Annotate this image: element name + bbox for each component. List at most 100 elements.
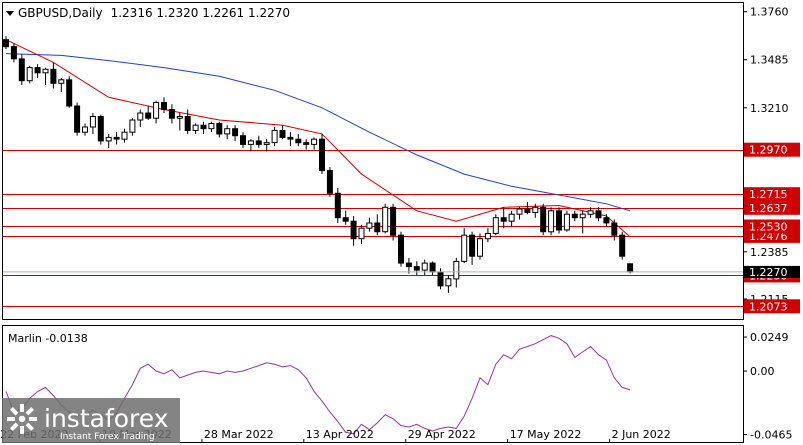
candle-body-8 (66, 79, 73, 107)
ma-fast-layer (5, 39, 631, 238)
level-box-label-6: 1.2970 (749, 144, 788, 157)
candle-body-70 (556, 210, 562, 231)
candle-body-28 (224, 128, 231, 135)
candle-body-24 (192, 124, 199, 131)
header-symbol-ohlc: GBPUSD,Daily 1.2316 1.2320 1.2261 1.2270 (18, 6, 290, 20)
osc-tick-label-0: 0.0249 (750, 331, 789, 344)
oscillator-axis: 0.0249 0.00 -0.0465 (743, 331, 792, 442)
current-price-box (744, 265, 800, 278)
candle-body-36 (287, 136, 294, 140)
candle-body-27 (216, 123, 223, 135)
candle-body-22 (176, 116, 183, 119)
level-box-3 (744, 219, 800, 234)
level-box-6 (744, 142, 800, 157)
candle-body-6 (50, 68, 57, 84)
price-tick-label-1: 1.3485 (750, 54, 789, 67)
level-box-label-4: 1.2637 (749, 202, 788, 215)
time-tick-label-3: 13 Apr 2022 (306, 428, 374, 441)
candles-layer (3, 36, 634, 293)
candle-body-2 (18, 58, 25, 82)
candle-body-77 (611, 222, 618, 236)
candle-body-73 (579, 213, 586, 219)
candle-body-44 (350, 220, 357, 240)
instaforex-logo-icon (7, 404, 37, 434)
ma-fast-line (5, 39, 631, 238)
level-price-boxes: 1.20731.22501.24761.25301.26371.27151.29… (744, 142, 800, 314)
osc-tick-label-1: 0.00 (750, 365, 775, 378)
price-tick-label-2: 1.3210 (750, 102, 789, 115)
candle-body-33 (263, 142, 270, 145)
candle-body-52 (413, 266, 420, 271)
watermark-tagline: Instant Forex Trading (60, 432, 155, 442)
candle-body-31 (247, 140, 254, 145)
candle-body-16 (129, 119, 136, 133)
candle-body-51 (405, 262, 412, 268)
ma-slow-layer (5, 53, 631, 212)
symbol-dropdown-icon[interactable] (6, 11, 14, 16)
candle-body-49 (390, 206, 397, 236)
candle-body-76 (603, 217, 610, 224)
candle-body-40 (319, 138, 325, 172)
candle-body-18 (145, 112, 152, 119)
candle-body-74 (587, 210, 594, 215)
candle-body-57 (453, 260, 460, 280)
candle-body-20 (161, 102, 167, 110)
level-box-0 (744, 299, 800, 314)
candle-body-75 (595, 210, 602, 219)
candle-body-34 (271, 129, 278, 144)
current-price-marker: 1.2270 (3, 265, 800, 279)
candle-body-7 (58, 79, 65, 84)
candle-body-58 (461, 234, 468, 262)
main-plot-frame (2, 2, 744, 320)
candle-body-1 (10, 46, 17, 60)
candle-body-15 (121, 131, 128, 140)
candle-body-26 (208, 123, 215, 130)
candle-body-5 (42, 68, 49, 74)
candle-body-79 (627, 263, 634, 273)
candle-body-42 (334, 192, 341, 219)
candle-body-32 (255, 140, 262, 145)
candle-body-62 (492, 217, 499, 234)
ma-slow-line (5, 53, 631, 212)
time-tick-label-4: 29 Apr 2022 (408, 428, 476, 441)
current-price-label: 1.2270 (749, 266, 788, 279)
candle-body-47 (374, 222, 381, 233)
candle-body-13 (105, 136, 112, 142)
candle-body-35 (279, 129, 286, 138)
candle-body-56 (445, 278, 452, 287)
candle-body-46 (366, 222, 373, 229)
level-box-label-5: 1.2715 (749, 188, 788, 201)
candle-body-69 (548, 210, 555, 233)
level-box-5 (744, 187, 800, 202)
price-tick-label-0: 1.3760 (750, 6, 789, 19)
candle-body-54 (429, 262, 436, 273)
candle-body-39 (311, 138, 318, 145)
candle-body-9 (74, 105, 81, 133)
candle-body-41 (326, 170, 333, 194)
time-tick-label-6: 2 Jun 2022 (612, 428, 671, 441)
candle-body-45 (358, 227, 365, 240)
candle-body-71 (563, 213, 570, 231)
candle-body-50 (398, 234, 404, 264)
level-box-4 (744, 200, 800, 215)
candle-body-11 (89, 116, 96, 128)
candle-body-29 (232, 128, 239, 137)
candle-body-30 (240, 135, 246, 145)
level-box-label-0: 1.2073 (749, 300, 788, 313)
candle-body-78 (619, 234, 626, 257)
watermark-brand: instaforex (44, 404, 169, 433)
candle-body-23 (184, 116, 191, 131)
candle-body-60 (477, 238, 483, 257)
level-box-label-3: 1.2530 (749, 221, 788, 234)
time-tick-label-5: 17 May 2022 (510, 428, 582, 441)
candle-body-55 (437, 271, 444, 287)
subpanel-title: Marlin -0.0138 (8, 332, 88, 345)
candle-body-59 (469, 234, 476, 257)
header-ohlc: 1.2316 1.2320 1.2261 1.2270 (111, 6, 290, 20)
candle-body-63 (500, 217, 507, 222)
candle-body-72 (571, 213, 578, 219)
candle-body-3 (26, 67, 33, 82)
candle-body-65 (516, 208, 523, 215)
candle-body-38 (303, 142, 310, 145)
